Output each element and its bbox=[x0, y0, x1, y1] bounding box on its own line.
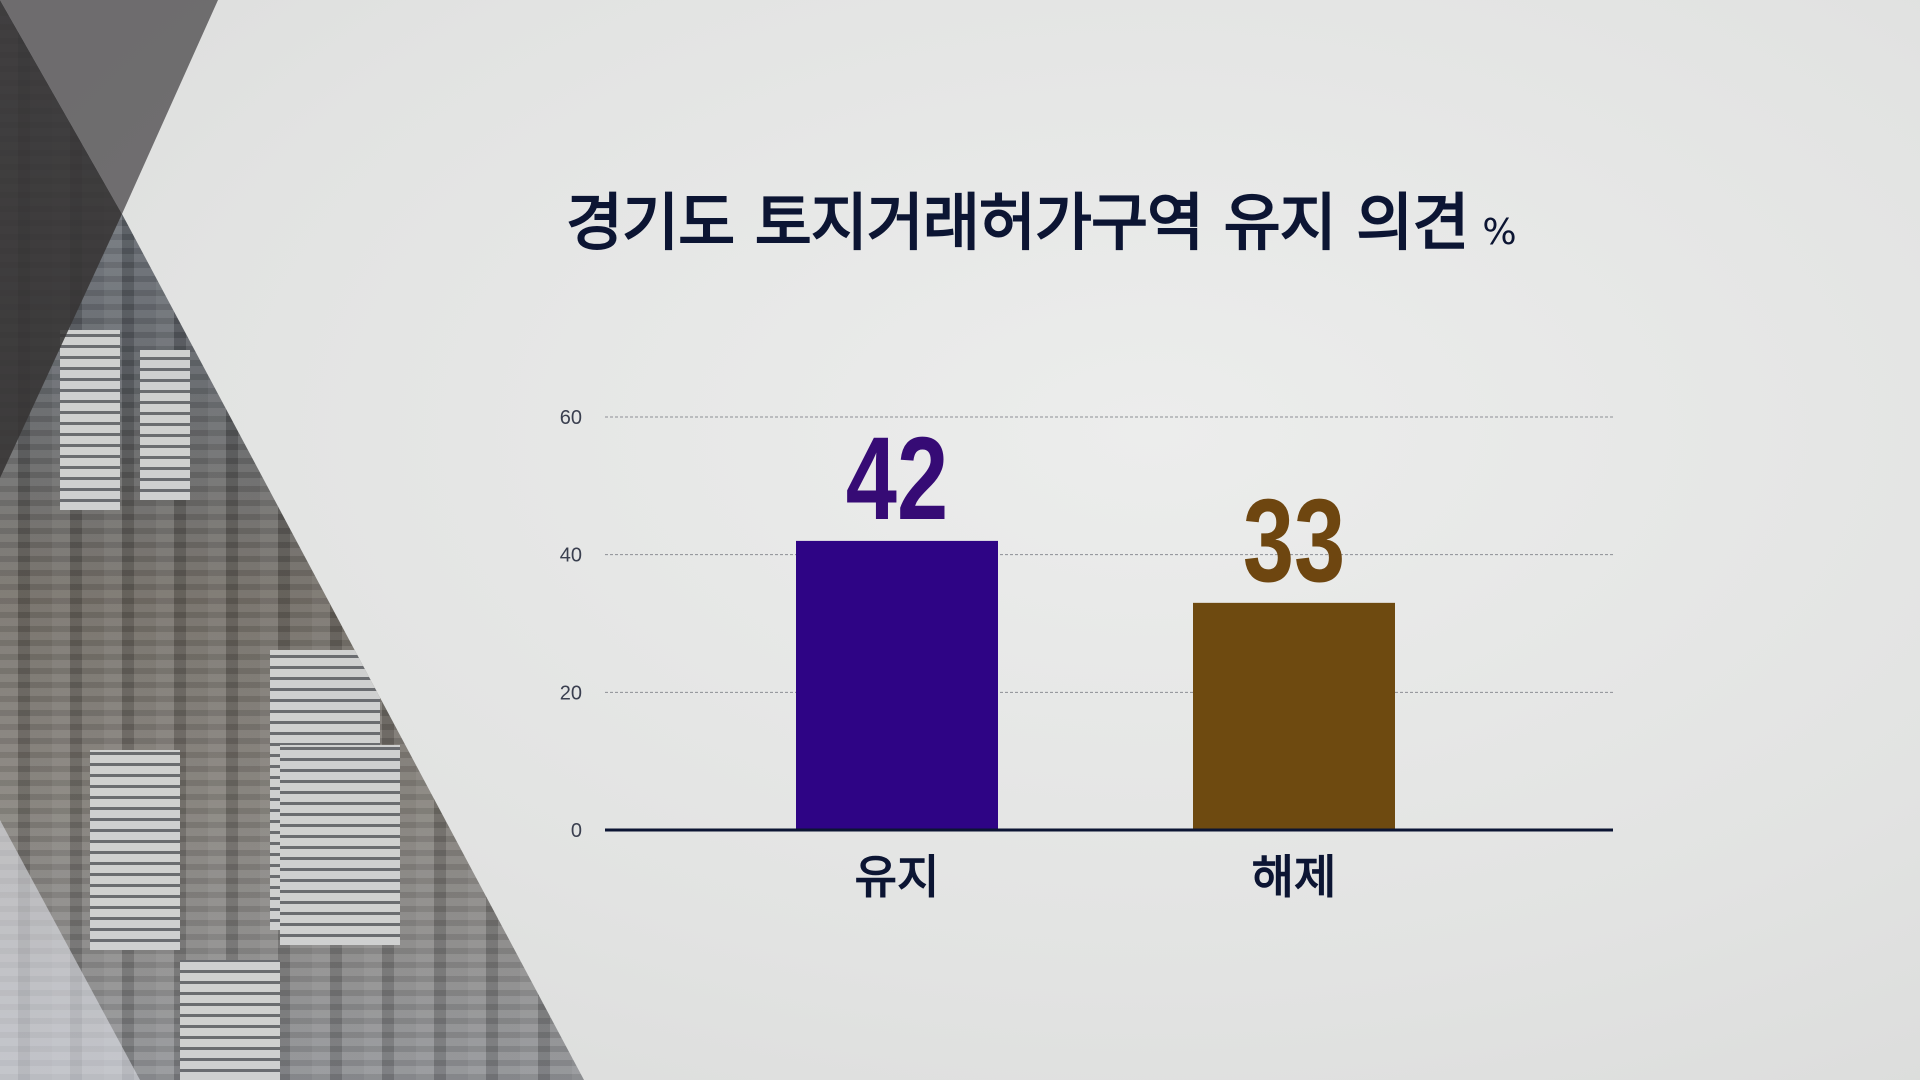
y-tick-label: 0 bbox=[571, 820, 582, 842]
category-label: 유지 bbox=[855, 850, 940, 904]
chart-title-text: 경기도 토지거래허가구역 유지 의견 bbox=[566, 186, 1469, 259]
chart-title: 경기도 토지거래허가구역 유지 의견% bbox=[566, 172, 1517, 262]
y-tick-label: 60 bbox=[560, 407, 582, 429]
data-label: 33 bbox=[1243, 475, 1345, 607]
unit-label: % bbox=[1482, 212, 1516, 253]
category-label: 해제 bbox=[1252, 850, 1337, 904]
y-tick-label: 40 bbox=[560, 545, 582, 567]
bar-유지 bbox=[796, 540, 998, 830]
data-label: 42 bbox=[846, 413, 948, 545]
y-tick-label: 20 bbox=[560, 682, 582, 704]
bar-해제 bbox=[1193, 602, 1395, 830]
